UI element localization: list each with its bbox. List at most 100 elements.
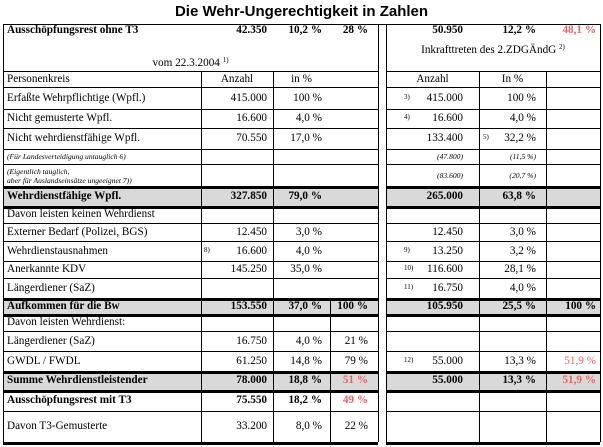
footnote-marker: 11) [404, 283, 414, 291]
header-right-law: Inkrafttreten des 2.ZDGÄndG [421, 44, 560, 56]
row-rule [3, 298, 378, 301]
cell-percent: 4,0 % [295, 112, 322, 124]
cell-percent: 12,2 % [502, 24, 536, 36]
cell-percent: 79,0 % [288, 190, 322, 202]
cell-count: 16.750 [236, 335, 267, 347]
cell-count: 327.850 [230, 190, 267, 202]
row-rule [3, 186, 378, 189]
cell-percent-bw: 100 % [565, 300, 596, 312]
column-rule [330, 298, 331, 314]
cell-count: 61.250 [236, 355, 267, 367]
row-rule [386, 87, 600, 88]
row-label: Davon leisten keinen Wehrdienst [7, 208, 155, 220]
row-rule [386, 128, 600, 129]
cell-percent: 4,0 % [295, 245, 322, 257]
row-shading [3, 186, 378, 206]
cell-count: 145.250 [230, 263, 267, 275]
row-shading [3, 371, 378, 390]
footnote-marker: 1) [222, 56, 229, 64]
cell-percent: 14,8 % [290, 355, 322, 367]
row-label: Ausschöpfungsrest mit T3 [7, 394, 132, 406]
cell-percent: 13,3 % [504, 355, 536, 367]
row-rule [3, 206, 378, 209]
cell-percent: 4,0 % [295, 335, 322, 347]
footnote-marker: 2) [559, 43, 565, 51]
row-rule [3, 314, 378, 317]
cell-count: 75.550 [236, 394, 267, 406]
cell-percent: 18,2 % [288, 394, 322, 406]
row-rule [386, 351, 600, 352]
column-rule [546, 71, 547, 442]
row-label: Wehrdienstausnahmen [7, 245, 108, 257]
cell-count: (83.600) [437, 171, 463, 180]
cell-percent: 63,8 % [502, 190, 536, 202]
page-title: Die Wehr-Ungerechtigkeit in Zahlen [174, 3, 429, 20]
cell-percent: 32,2 % [504, 132, 536, 144]
cell-count: 265.000 [426, 190, 463, 202]
row-rule [3, 241, 378, 242]
row-rule [386, 442, 600, 445]
row-rule [3, 149, 378, 150]
row-rule [3, 164, 378, 165]
header-left-line3: vom 22.3.2004 1) [3, 54, 378, 70]
row-rule [3, 331, 378, 332]
row-rule [3, 109, 378, 110]
row-label: Nicht wehrdienstfähige Wpfl. [7, 132, 141, 144]
row-rule [3, 24, 600, 25]
row-label: (Für Landesverteidigung untauglich 6) [7, 152, 126, 161]
row-rule [3, 351, 378, 352]
row-label: GWDL / FWDL [7, 355, 81, 367]
header-left-date: vom 22.3.2004 [152, 57, 223, 69]
cell-count: 415.000 [230, 92, 267, 104]
row-rule [386, 261, 600, 262]
cell-count: 16.600 [236, 112, 267, 124]
cell-count: 105.950 [426, 300, 463, 312]
cell-percent: 10,2 % [288, 24, 322, 36]
row-label: Wehrdienstfähige Wpfl. [7, 190, 122, 202]
row-rule [3, 411, 378, 412]
row-rule [3, 390, 378, 393]
cell-count: 16.600 [432, 112, 463, 124]
column-rule [201, 71, 202, 442]
row-shading [3, 298, 378, 314]
column-header-category: Personenkreis [7, 73, 70, 85]
row-rule [3, 128, 378, 129]
row-rule [386, 331, 600, 332]
row-label: Anerkannte KDV [7, 263, 87, 275]
cell-percent-bw: 28 % [342, 24, 368, 36]
column-rule [273, 71, 274, 442]
cell-percent: 37,0 % [288, 300, 322, 312]
row-rule [386, 411, 600, 412]
cell-count: 13.250 [432, 245, 463, 257]
column-rule [330, 298, 331, 442]
table-border [600, 24, 601, 442]
cell-percent: 100 % [507, 92, 536, 104]
cell-count: 70.550 [236, 132, 267, 144]
row-rule [386, 164, 600, 165]
cell-percent-bw: 48,1 % [562, 24, 596, 36]
row-label: Längerdiener (SaZ) [7, 282, 95, 294]
cell-count: 12.450 [432, 226, 463, 238]
row-label: Summe Wehrdienstleistender [7, 374, 148, 386]
cell-percent-bw: 22 % [344, 420, 368, 432]
row-rule [3, 278, 378, 279]
cell-percent: (20,7 %) [509, 171, 536, 180]
footnote-marker: 5) [483, 133, 489, 141]
row-rule [386, 241, 600, 242]
row-rule [386, 109, 600, 110]
footnote-marker: 12) [404, 356, 414, 364]
cell-count: 116.600 [427, 263, 463, 275]
cell-percent-bw: 49 % [342, 394, 368, 406]
row-rule [386, 223, 600, 224]
table-border [386, 24, 387, 442]
cell-count: 153.550 [230, 300, 267, 312]
cell-count: (47.800) [437, 152, 463, 161]
row-label: aber für Auslandseinsätze ungeeignet 7)) [7, 176, 132, 185]
cell-count: 78.000 [236, 374, 267, 386]
cell-count: 415.000 [426, 92, 463, 104]
row-rule [386, 314, 600, 317]
cell-count: 50.950 [432, 24, 463, 36]
cell-percent: 3,0 % [509, 226, 536, 238]
statistics-table: vom 22.3.2004 1) Inkrafttreten des 2.ZDGÄ… [3, 24, 601, 445]
cell-percent: 3,0 % [295, 226, 322, 238]
